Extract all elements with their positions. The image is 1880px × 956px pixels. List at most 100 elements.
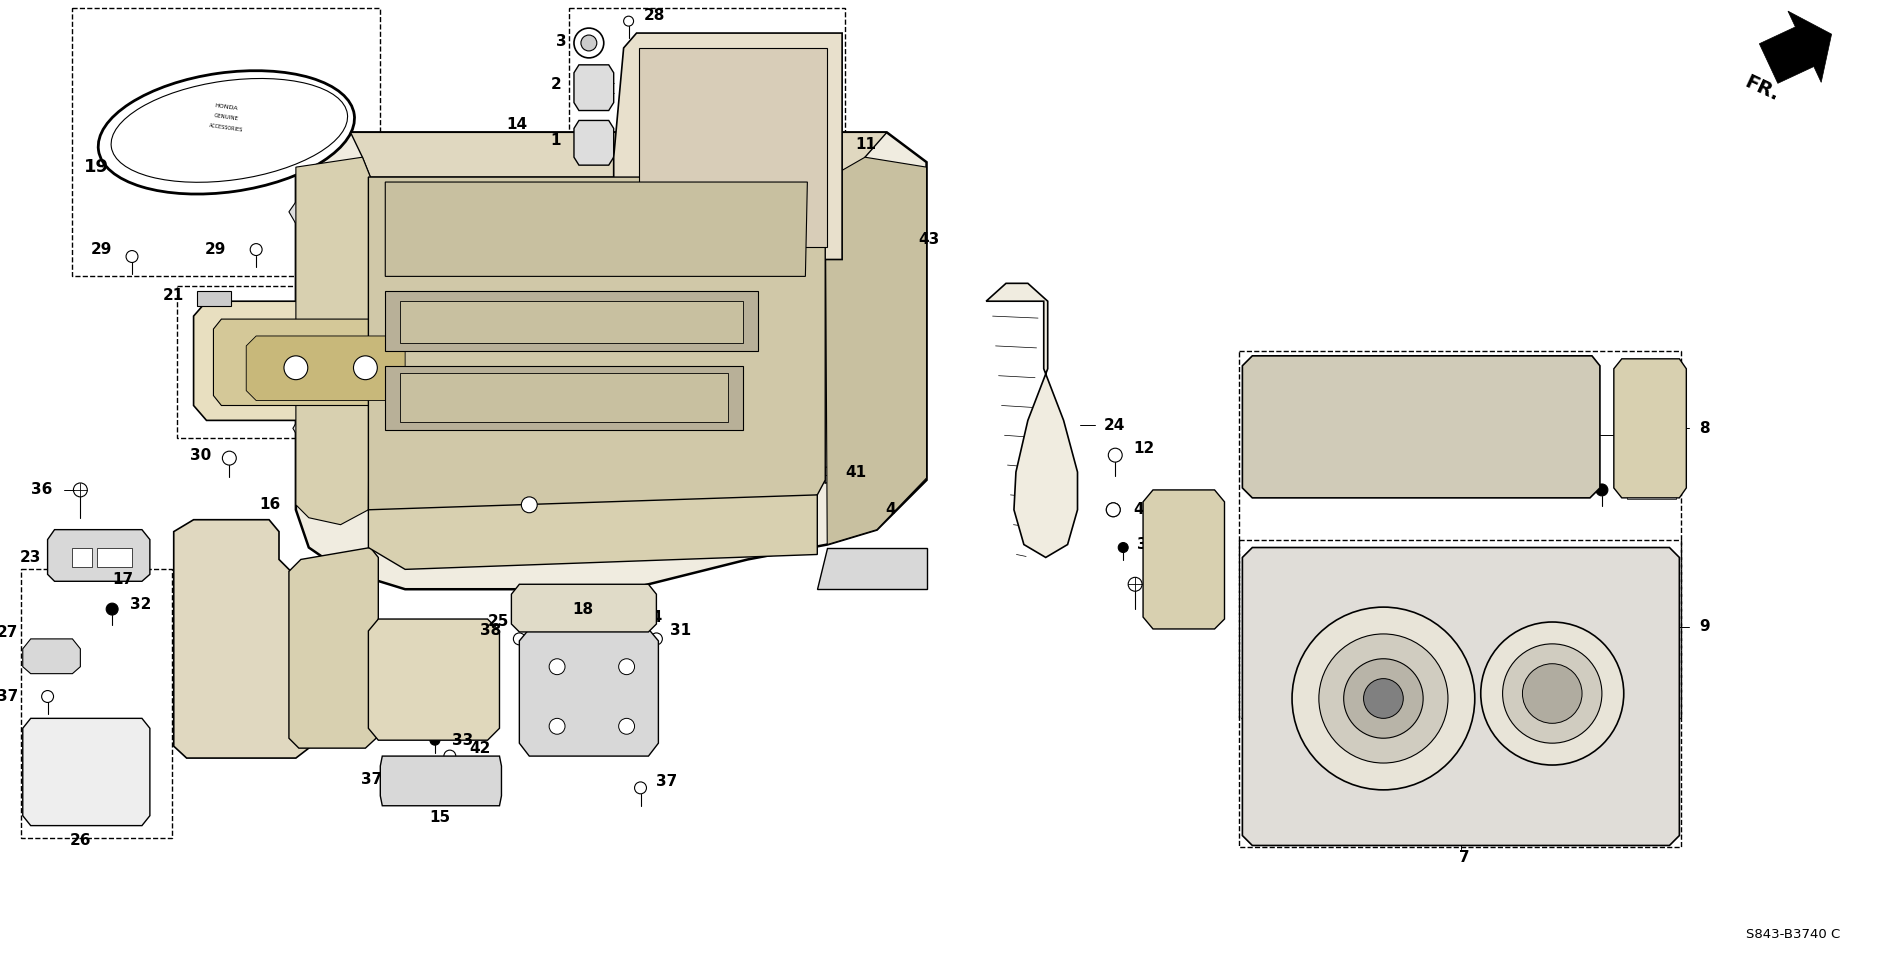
Text: 8: 8 [1700,421,1711,436]
Circle shape [1292,607,1474,790]
Polygon shape [47,530,150,581]
Text: 38: 38 [479,623,502,639]
Text: 12: 12 [1134,441,1154,456]
Circle shape [549,718,566,734]
Text: 15: 15 [429,810,451,825]
Text: 41: 41 [846,465,867,480]
Polygon shape [290,202,329,224]
Text: ACCESSORIES: ACCESSORIES [209,122,244,132]
Bar [910,554,923,581]
Bar [538,643,647,747]
Polygon shape [1760,11,1831,83]
Circle shape [305,455,318,469]
Polygon shape [194,301,440,421]
Text: 29: 29 [90,242,113,257]
Bar [393,763,491,798]
Circle shape [1105,503,1120,517]
Polygon shape [573,65,613,111]
Bar [893,554,904,581]
Circle shape [105,603,118,615]
Text: 39: 39 [205,520,226,535]
Bar [1359,371,1453,485]
Polygon shape [385,182,807,276]
Bar [1626,485,1677,499]
Polygon shape [173,520,308,758]
Polygon shape [290,548,378,749]
Circle shape [1119,543,1128,553]
Text: 13: 13 [1649,427,1671,443]
Bar [1461,371,1555,485]
Polygon shape [1243,356,1600,498]
Text: 9: 9 [1700,619,1711,635]
Polygon shape [98,548,132,568]
Text: 39: 39 [1621,475,1641,490]
Bar [1156,598,1209,611]
Text: 18: 18 [572,601,594,617]
Text: 22: 22 [355,408,378,423]
Bar [1626,442,1677,455]
Circle shape [583,616,592,626]
Text: 37: 37 [361,772,382,788]
Text: 34: 34 [641,610,662,624]
Polygon shape [380,756,502,806]
Bar [21,570,171,837]
Bar [1256,371,1350,485]
Polygon shape [350,132,887,177]
Polygon shape [1613,358,1686,498]
Circle shape [1481,622,1624,765]
Text: 31: 31 [671,623,692,639]
Circle shape [297,241,314,256]
Polygon shape [23,718,150,826]
Text: 33: 33 [603,610,624,624]
Bar [1261,376,1346,480]
Polygon shape [613,33,842,259]
Text: 10: 10 [1322,686,1342,701]
Ellipse shape [98,71,355,194]
Polygon shape [73,548,92,568]
Bar [1156,554,1209,568]
Text: 17: 17 [113,572,133,587]
Bar [857,554,869,581]
Polygon shape [400,301,743,343]
Text: 16: 16 [259,497,280,512]
Polygon shape [368,619,500,740]
Circle shape [1502,643,1602,743]
Polygon shape [400,373,728,423]
Text: 11: 11 [855,137,876,152]
Text: 22: 22 [346,191,367,206]
Text: 36: 36 [32,483,53,497]
Text: 33: 33 [1137,537,1158,552]
Bar [838,554,852,581]
Circle shape [573,28,603,58]
Polygon shape [987,283,1077,557]
Circle shape [1596,484,1607,496]
Polygon shape [197,292,231,306]
Polygon shape [368,495,818,570]
Text: 35: 35 [1152,572,1175,587]
Circle shape [243,529,256,540]
Polygon shape [23,639,81,674]
Circle shape [1523,663,1583,724]
Bar [1156,576,1209,589]
Polygon shape [519,629,658,756]
Text: 19: 19 [85,158,109,176]
Bar [1626,463,1677,477]
Polygon shape [639,48,827,247]
Text: 32: 32 [130,597,152,612]
Polygon shape [293,419,337,438]
Text: 23: 23 [19,550,41,565]
Text: 43: 43 [425,440,446,455]
Text: FR.: FR. [1743,72,1782,104]
Text: 43: 43 [919,232,940,248]
Circle shape [549,659,566,675]
Circle shape [1344,659,1423,738]
Circle shape [353,356,378,380]
Polygon shape [246,336,404,401]
Polygon shape [1143,489,1224,629]
Polygon shape [825,157,927,545]
Circle shape [1320,634,1448,763]
Text: 14: 14 [508,117,528,132]
Circle shape [581,35,596,51]
Bar [570,9,846,259]
Polygon shape [295,132,927,589]
